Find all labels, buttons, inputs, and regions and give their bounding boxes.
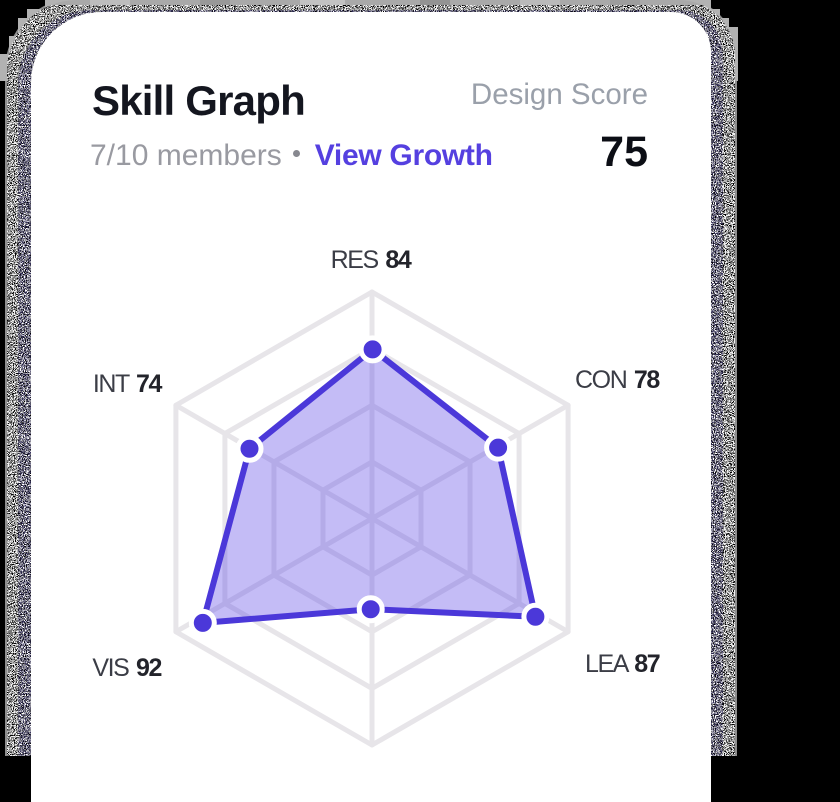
svg-text:LEA 87: LEA 87: [585, 650, 660, 678]
svg-text:VIS 92: VIS 92: [92, 654, 161, 682]
svg-text:RES 84: RES 84: [331, 246, 412, 274]
svg-text:CON 78: CON 78: [575, 366, 660, 394]
svg-text:INT 74: INT 74: [93, 370, 163, 398]
